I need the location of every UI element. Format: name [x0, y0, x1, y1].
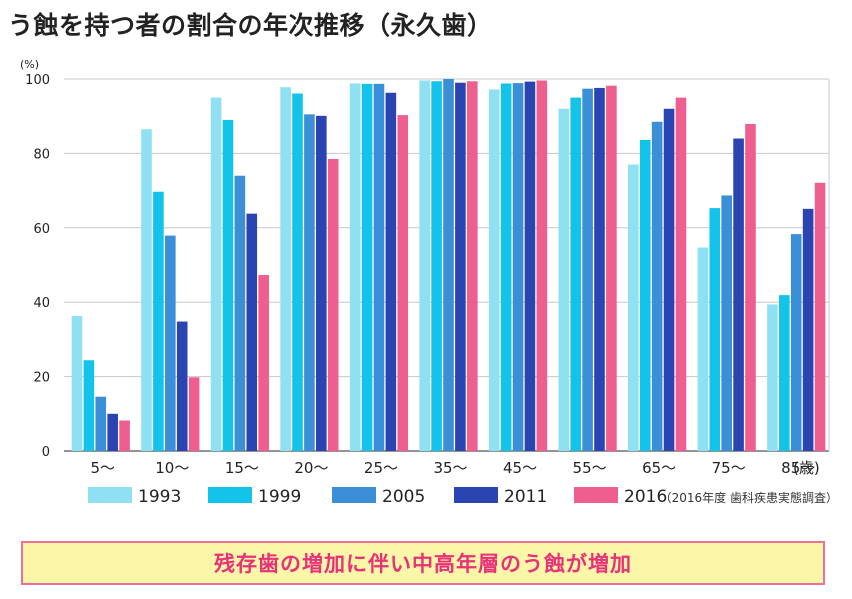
bar-1999 — [709, 208, 721, 451]
x-tick-label: 65〜 — [642, 459, 676, 477]
bar-2016 — [467, 81, 478, 452]
bar-2016 — [119, 420, 130, 451]
bar-1999 — [222, 119, 234, 452]
x-tick-label: 20〜 — [294, 459, 328, 477]
bar-1999 — [570, 97, 581, 451]
x-tick-label: 75〜 — [712, 459, 746, 477]
bar-2011 — [455, 82, 466, 451]
bar-1993 — [767, 304, 778, 451]
bar-2005 — [512, 83, 524, 451]
page-title: う蝕を持つ者の割合の年次推移（永久歯） — [8, 11, 493, 40]
bar-1993 — [280, 87, 291, 452]
bar-2005 — [790, 234, 802, 451]
bar-1993 — [71, 315, 83, 451]
bar-1999 — [292, 93, 303, 452]
y-tick-label: 80 — [33, 147, 50, 162]
bar-1993 — [141, 129, 152, 451]
bar-2011 — [107, 413, 118, 451]
bar-1999 — [153, 191, 164, 451]
bar-2005 — [651, 121, 663, 451]
bar-2016 — [675, 97, 687, 451]
banner-text: 残存歯の増加に伴い中高年層のう蝕が増加 — [214, 552, 632, 576]
legend-swatch-2016 — [574, 487, 618, 503]
bar-2011 — [246, 213, 258, 451]
x-tick-label: 5〜 — [90, 459, 115, 477]
bar-1993 — [488, 89, 500, 451]
bar-2016 — [397, 115, 409, 452]
bar-2005 — [304, 114, 315, 451]
x-tick-label: 25〜 — [364, 459, 398, 477]
bar-1993 — [349, 83, 361, 452]
bar-2011 — [176, 321, 188, 451]
x-axis-label: (歳) — [793, 459, 820, 477]
bar-1999 — [500, 83, 512, 452]
y-tick-label: 100 — [25, 73, 50, 88]
bar-2011 — [802, 208, 814, 451]
bar-2016 — [606, 85, 617, 452]
bar-2005 — [582, 88, 593, 451]
bar-1993 — [419, 80, 430, 451]
bar-1993 — [558, 108, 570, 451]
bar-2005 — [95, 396, 107, 451]
bar-1999 — [639, 140, 651, 451]
bar-2011 — [663, 108, 675, 451]
bar-1993 — [210, 97, 222, 451]
bar-2016 — [327, 158, 339, 452]
legend-swatch-2011 — [454, 487, 498, 503]
legend-label-2011: 2011 — [504, 487, 547, 507]
bar-2016 — [188, 377, 200, 451]
legend-label-2005: 2005 — [382, 487, 425, 507]
bar-chart: 0 20 40 60 80 100 (%) 5〜 10〜 15〜 20〜 25〜 35〜 45〜 55〜 65… — [20, 58, 830, 507]
y-tick-label: 60 — [33, 222, 50, 237]
bar-2016 — [745, 124, 756, 452]
bar-1993 — [628, 164, 639, 451]
x-tick-label: 35〜 — [433, 459, 467, 477]
bars — [71, 79, 826, 452]
bar-2016 — [536, 80, 548, 451]
bar-2011 — [385, 92, 397, 451]
legend-swatch-1993 — [88, 487, 132, 503]
bar-2016 — [258, 275, 269, 451]
bar-1999 — [431, 81, 442, 452]
x-tick-label: 15〜 — [225, 459, 259, 477]
y-tick-label: 40 — [33, 296, 50, 311]
legend: 1993 1999 2005 2011 2016 — [88, 487, 667, 507]
x-tick-label: 55〜 — [573, 459, 607, 477]
bar-2005 — [721, 195, 732, 451]
y-tick-label: 0 — [42, 445, 50, 460]
bar-1999 — [83, 360, 95, 451]
bar-1999 — [779, 295, 790, 451]
bar-2005 — [443, 79, 454, 451]
x-tick-label: 85〜 — [781, 459, 815, 477]
summary-banner: 残存歯の増加に伴い中高年層のう蝕が増加 — [21, 541, 825, 585]
bar-2005 — [165, 235, 176, 451]
bar-2011 — [524, 81, 536, 451]
legend-swatch-1999 — [208, 487, 252, 503]
bar-2011 — [594, 87, 605, 451]
bar-2016 — [814, 182, 826, 451]
legend-label-1999: 1999 — [258, 487, 301, 507]
bar-1993 — [697, 247, 709, 451]
axes: 0 20 40 60 80 100 (%) 5〜 10〜 15〜 20〜 25〜 35〜 45〜 55〜 65… — [20, 58, 820, 477]
legend-label-2016: 2016 — [624, 487, 667, 507]
x-tick-label: 45〜 — [503, 459, 537, 477]
source-note: （2016年度 歯科疾患実態調査） — [659, 491, 838, 505]
legend-label-1993: 1993 — [138, 487, 181, 507]
bar-2005 — [234, 175, 246, 451]
y-tick-label: 20 — [33, 371, 50, 386]
bar-2011 — [733, 138, 744, 451]
legend-swatch-2005 — [332, 487, 376, 503]
bar-1999 — [361, 83, 373, 451]
bar-2011 — [316, 115, 327, 451]
y-axis-label: (%) — [20, 58, 39, 71]
bar-2005 — [373, 83, 385, 451]
x-tick-label: 10〜 — [155, 459, 189, 477]
